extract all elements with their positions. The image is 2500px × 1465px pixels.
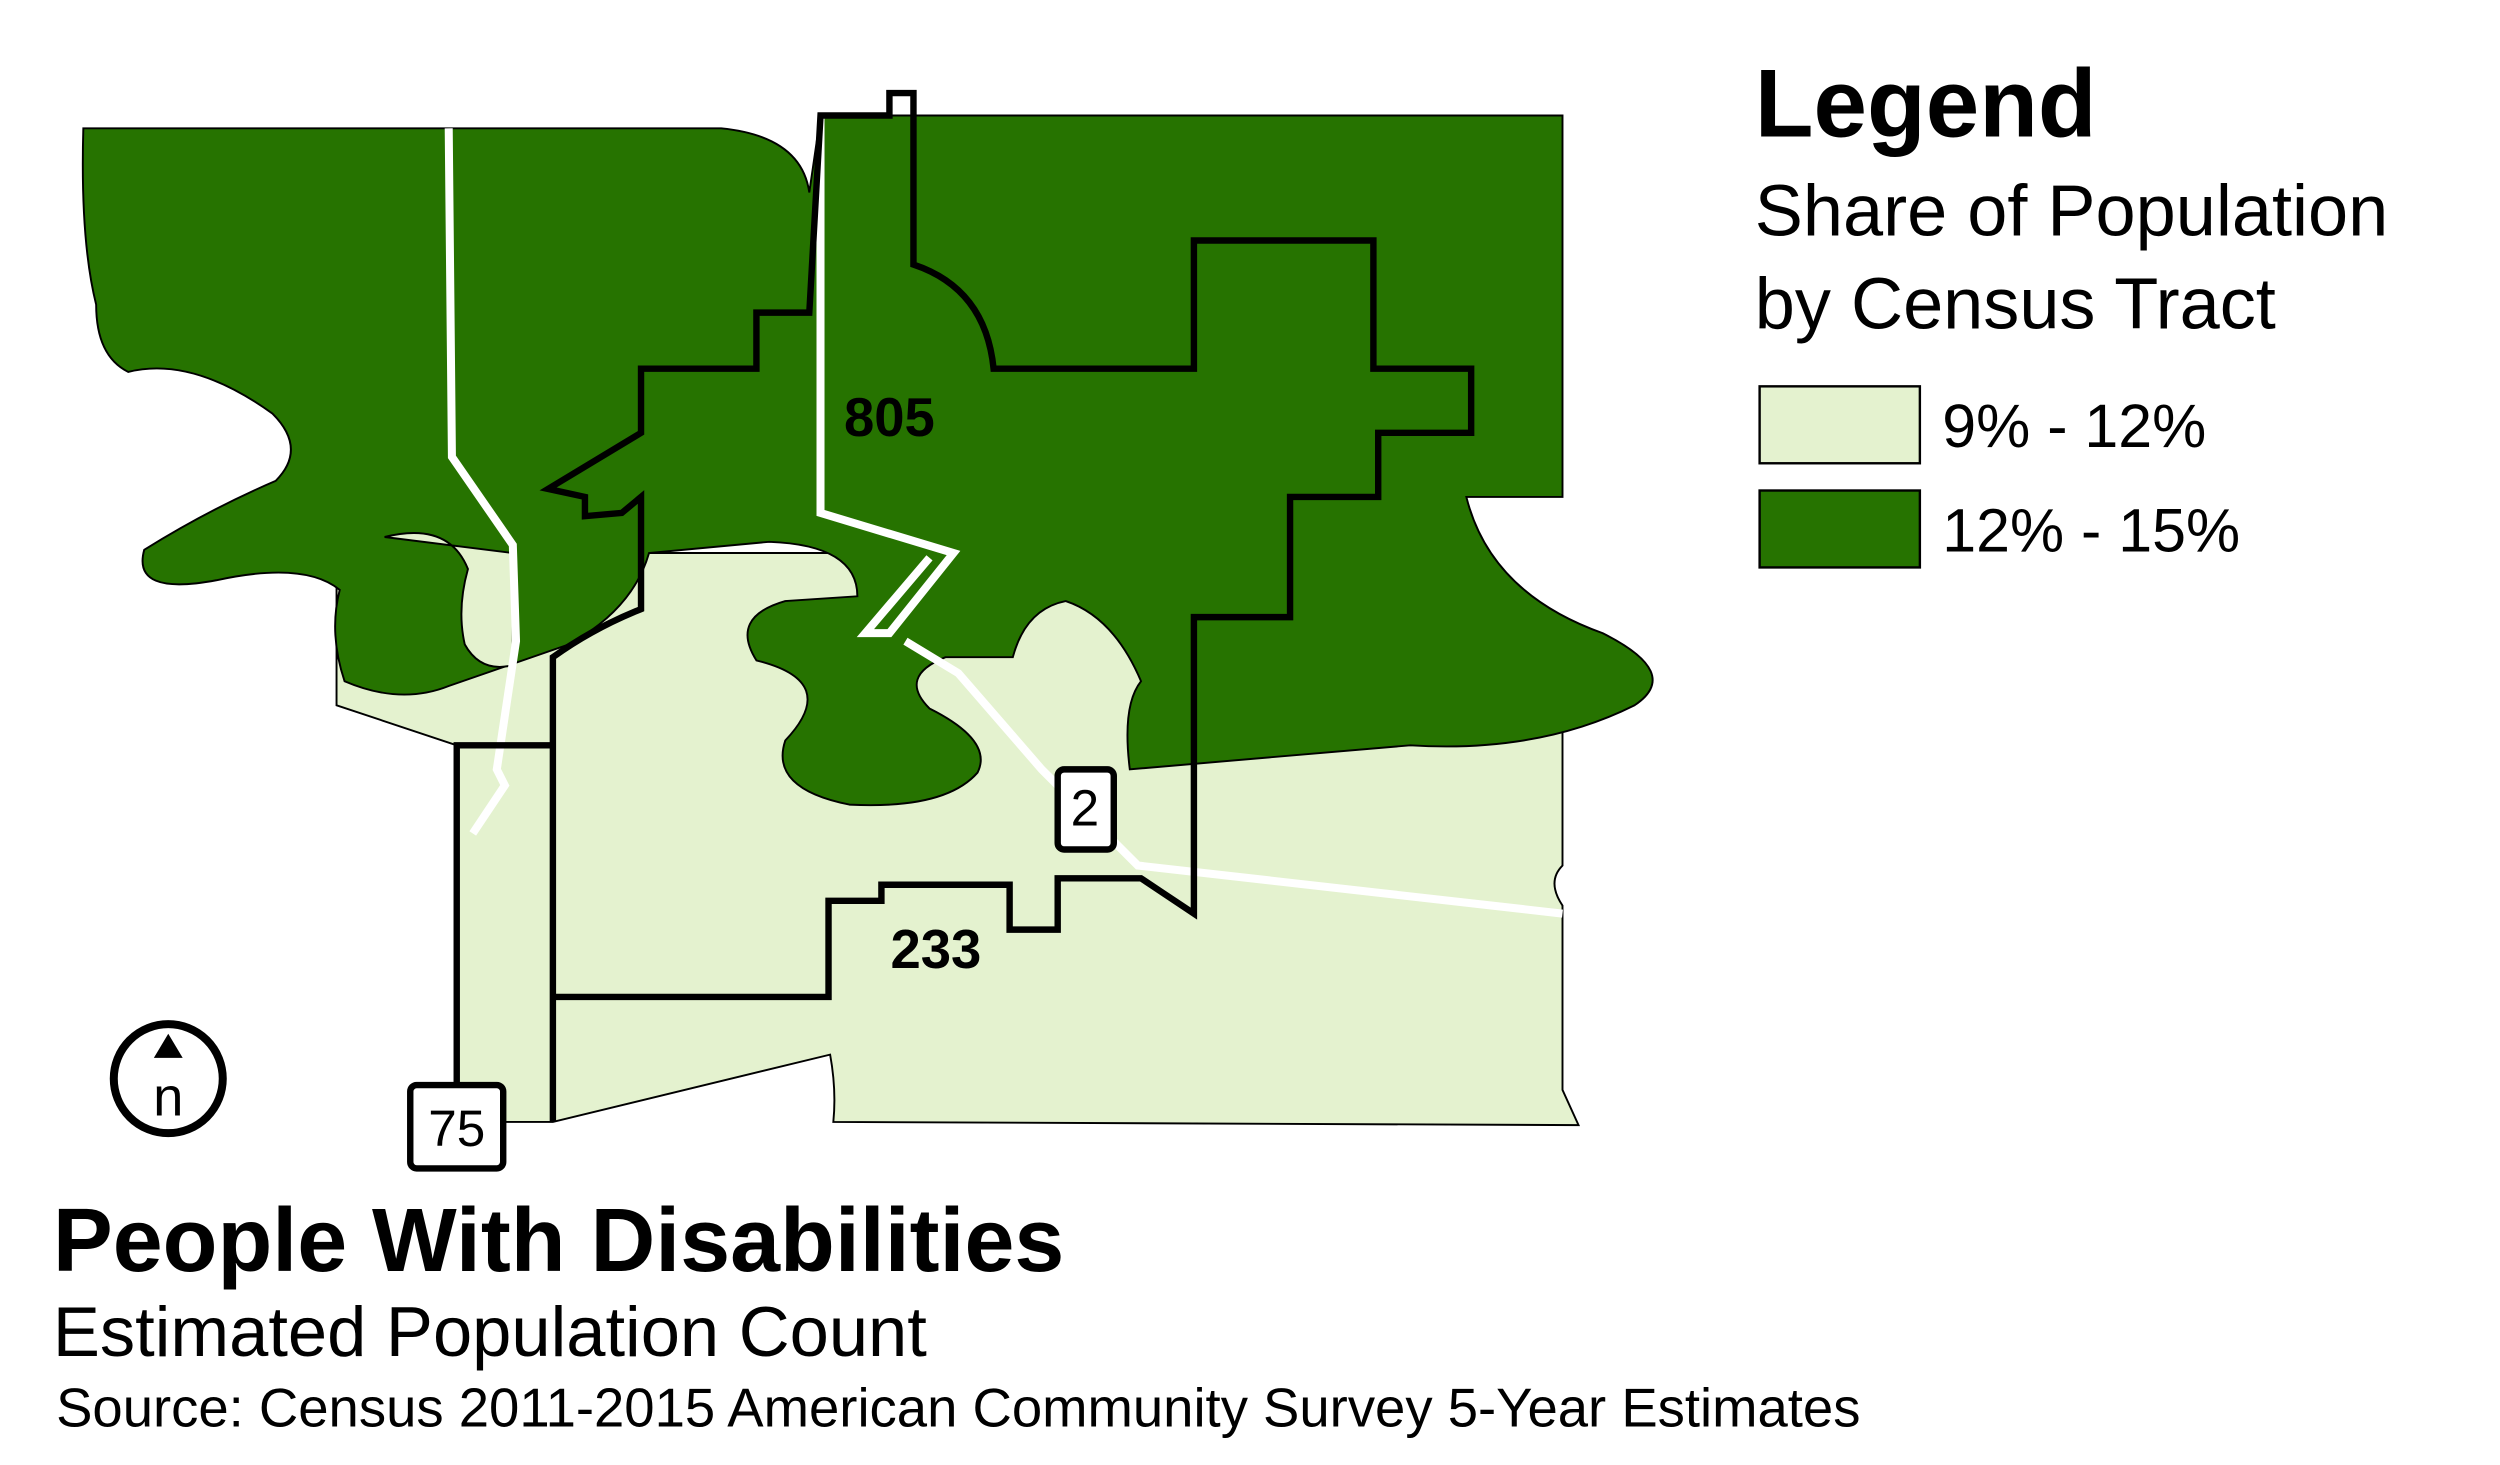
tract-boundary bbox=[539, 89, 1475, 1122]
north-arrow: n bbox=[109, 1020, 227, 1138]
tract-hole bbox=[384, 532, 514, 668]
road-label: 2 bbox=[1071, 779, 1100, 836]
tract-area-high bbox=[81, 114, 1654, 807]
road-label: 75 bbox=[428, 1100, 485, 1157]
north-triangle bbox=[153, 1033, 183, 1058]
road-label: 233 bbox=[890, 919, 981, 980]
source: Source: Census 2011-2015 American Commun… bbox=[56, 1377, 1860, 1438]
title: People With Disabilities bbox=[53, 1191, 1064, 1291]
legend-label: 9% - 12% bbox=[1942, 392, 2206, 460]
subtitle: Estimated Population Count bbox=[53, 1292, 927, 1371]
road bbox=[816, 115, 961, 638]
legend-subtitle: by Census Tract bbox=[1755, 265, 2276, 345]
north-label: n bbox=[153, 1067, 183, 1128]
roads bbox=[444, 115, 1563, 918]
tract-boundaries bbox=[453, 89, 1475, 1122]
road-shield bbox=[407, 1081, 507, 1172]
road bbox=[444, 128, 521, 836]
legend-swatch bbox=[1758, 489, 1922, 569]
legend-label: 12% - 15% bbox=[1942, 496, 2240, 564]
road-label: 805 bbox=[844, 387, 935, 448]
legend-swatch bbox=[1758, 385, 1922, 465]
north-circle bbox=[109, 1020, 227, 1138]
legend-subtitle: Share of Population bbox=[1755, 172, 2388, 252]
tract-boundary bbox=[453, 742, 553, 1122]
legend-title: Legend bbox=[1755, 50, 2097, 157]
road bbox=[903, 637, 1563, 918]
legend-items: 9% - 12% 12% - 15% bbox=[1758, 385, 2240, 569]
road-shield bbox=[1054, 766, 1117, 853]
